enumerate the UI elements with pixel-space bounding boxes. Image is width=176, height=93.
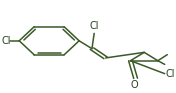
Text: Cl: Cl [1, 36, 11, 46]
Text: O: O [131, 80, 139, 90]
Text: Cl: Cl [165, 69, 175, 79]
Text: Cl: Cl [89, 21, 99, 31]
